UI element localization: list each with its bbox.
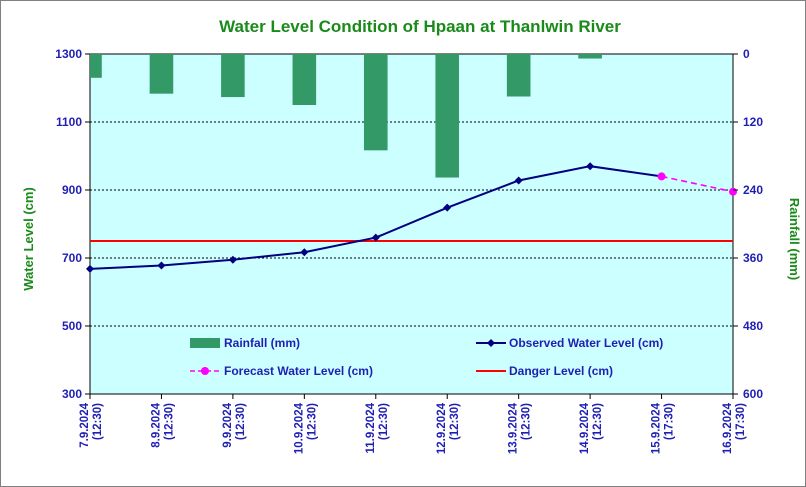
x-tick-label-time: (12:30) — [521, 403, 533, 440]
observed-point — [443, 203, 452, 212]
x-tick-label-date: 11.9.2024 — [365, 402, 377, 453]
rainfall-bar — [363, 54, 388, 151]
observed-point — [371, 233, 380, 242]
x-tick-label: 14.9.2024 (12:30) — [579, 402, 604, 454]
x-tick-label: 13.9.2024 (12:30) — [508, 402, 533, 454]
x-tick-label-time: (12:30) — [592, 403, 604, 440]
x-tick-label-date: 10.9.2024 — [293, 402, 305, 454]
x-tick-label-date: 12.9.2024 — [436, 402, 448, 454]
x-tick-label: 9.9.2024 (12:30) — [222, 402, 247, 447]
legend-observed-marker — [487, 339, 495, 347]
x-axis-ticks: 7.9.2024 (12:30) 8.9.2024 (12:30) 9.9.2024 (1… — [79, 402, 747, 454]
rainfall-bar — [292, 54, 317, 105]
rainfall-bar — [90, 54, 102, 78]
x-tick-label-time: (12:30) — [378, 403, 390, 440]
x-tick-label-time: (12:30) — [449, 403, 461, 440]
x-tick-label: 11.9.2024 (12:30) — [365, 402, 390, 453]
right-axis-ticks: 0 120 240 360 480 600 — [743, 47, 763, 401]
x-tick-label: 10.9.2024 (12:30) — [293, 402, 318, 454]
observed-point — [514, 176, 523, 185]
legend-forecast-label: Forecast Water Level (cm) — [224, 364, 373, 378]
right-tick-label: 240 — [743, 183, 763, 197]
rainfall-bar — [578, 54, 602, 59]
left-tick-label: 1100 — [56, 115, 82, 129]
legend-observed-label: Observed Water Level (cm) — [509, 336, 663, 350]
legend-forecast-marker — [201, 367, 209, 375]
x-tick-label-time: (17:30) — [664, 403, 676, 440]
gridlines — [90, 53, 733, 327]
right-axis-title: Rainfall (mm) — [787, 198, 802, 280]
right-tick-label: 600 — [743, 387, 763, 401]
rainfall-bar — [149, 54, 174, 94]
right-tick-label: 480 — [743, 319, 763, 333]
x-tick-label-time: (12:30) — [235, 403, 247, 440]
legend: Rainfall (mm) Observed Water Level (cm) … — [190, 336, 663, 378]
x-tick-label-date: 13.9.2024 — [508, 402, 520, 454]
rainfall-bar — [506, 54, 531, 97]
right-tick-label: 360 — [743, 251, 763, 265]
rainfall-bars — [90, 54, 602, 178]
x-tick-label-date: 15.9.2024 — [651, 402, 663, 454]
left-tick-label: 500 — [62, 319, 82, 333]
legend-rainfall-swatch — [190, 338, 220, 348]
rainfall-bar — [435, 54, 460, 178]
left-axis-ticks: 300 500 700 900 1100 1300 — [55, 47, 82, 401]
legend-rainfall-label: Rainfall (mm) — [224, 336, 300, 350]
chart-title: Water Level Condition of Hpaan at Thanlw… — [219, 17, 621, 36]
x-tick-label-time: (12:30) — [92, 403, 104, 440]
x-tick-label-date: 7.9.2024 — [79, 402, 91, 447]
forecast-point — [657, 172, 666, 181]
left-tick-label: 900 — [62, 183, 82, 197]
observed-point — [86, 264, 94, 273]
x-tick-label: 7.9.2024 (12:30) — [79, 402, 104, 447]
x-tick-label: 16.9.2024 (17:30) — [722, 402, 747, 454]
x-tick-label: 8.9.2024 (12:30) — [150, 402, 175, 447]
rainfall-bar — [221, 54, 245, 98]
forecast-point — [729, 187, 737, 196]
observed-point — [300, 248, 309, 257]
axes — [85, 53, 738, 399]
x-tick-label-time: (12:30) — [163, 403, 175, 440]
left-tick-label: 300 — [62, 387, 82, 401]
x-tick-label-date: 8.9.2024 — [150, 402, 162, 447]
x-tick-label: 15.9.2024 (17:30) — [651, 402, 676, 454]
x-tick-label-time: (12:30) — [306, 403, 318, 440]
left-axis-title: Water Level (cm) — [21, 187, 36, 291]
x-tick-label-time: (17:30) — [735, 403, 747, 440]
forecast-line-path — [661, 175, 734, 193]
left-tick-label: 1300 — [55, 47, 82, 61]
right-tick-label: 120 — [743, 115, 763, 129]
observed-point — [157, 261, 166, 270]
observed-water-level-line — [86, 162, 662, 273]
plot-area — [89, 53, 734, 395]
x-tick-label: 12.9.2024 (12:30) — [436, 402, 461, 454]
observed-point — [228, 255, 237, 264]
x-tick-label-date: 16.9.2024 — [722, 402, 734, 454]
observed-point — [586, 162, 595, 171]
x-tick-label-date: 14.9.2024 — [579, 402, 591, 454]
x-tick-label-date: 9.9.2024 — [222, 402, 234, 447]
legend-danger-label: Danger Level (cm) — [509, 364, 613, 378]
left-tick-label: 700 — [62, 251, 82, 265]
right-tick-label: 0 — [743, 47, 750, 61]
